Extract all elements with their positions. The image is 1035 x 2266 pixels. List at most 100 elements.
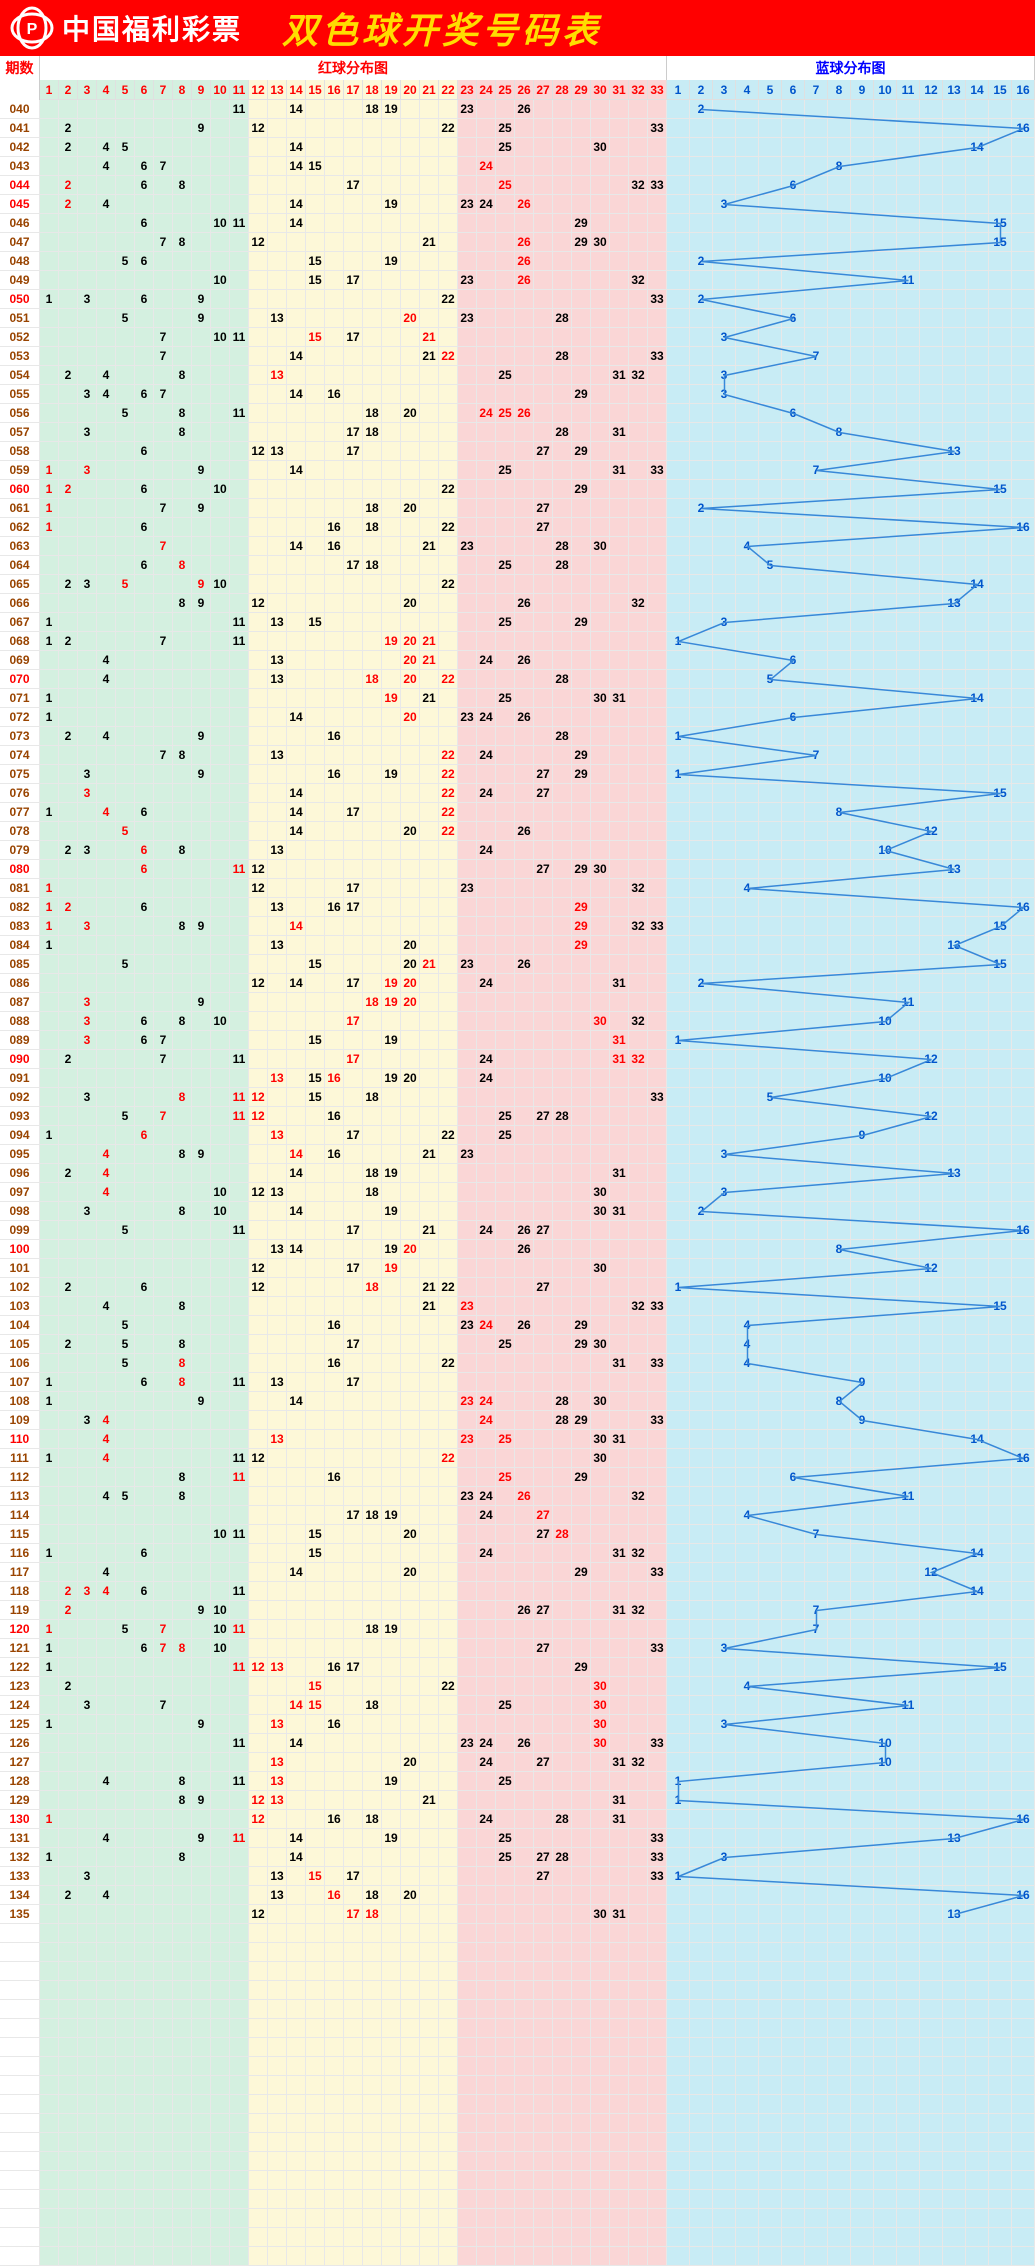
red-cell	[249, 1468, 268, 1487]
blue-cell	[920, 689, 943, 708]
red-cell	[268, 1411, 287, 1430]
red-cell	[97, 765, 116, 784]
blue-cell	[828, 993, 851, 1012]
blue-cell	[966, 1335, 989, 1354]
red-cell	[78, 1487, 97, 1506]
blue-cell: 13	[943, 1829, 966, 1848]
empty-row	[0, 2000, 1035, 2019]
red-cell	[420, 936, 439, 955]
blue-cell	[805, 1221, 828, 1240]
blue-cell	[690, 1297, 713, 1316]
draw-row: 0711192125303114	[0, 689, 1035, 708]
red-cell	[192, 404, 211, 423]
period-cell: 112	[0, 1468, 40, 1487]
empty-period	[0, 2095, 40, 2114]
draw-row: 05534671416293	[0, 385, 1035, 404]
red-cell	[401, 1183, 420, 1202]
red-cell: 7	[154, 1050, 173, 1069]
red-cell: 13	[268, 1240, 287, 1259]
blue-cell	[874, 1297, 897, 1316]
red-cell	[287, 404, 306, 423]
period-cell: 099	[0, 1221, 40, 1240]
red-cell: 24	[477, 1810, 496, 1829]
red-cell	[135, 1259, 154, 1278]
blue-cell	[736, 955, 759, 974]
red-cell	[230, 1316, 249, 1335]
blue-cell	[943, 632, 966, 651]
red-cell	[363, 328, 382, 347]
red-cell	[439, 993, 458, 1012]
red-cell: 13	[268, 1867, 287, 1886]
blue-cell	[667, 556, 690, 575]
blue-cell	[966, 423, 989, 442]
blue-cell	[920, 404, 943, 423]
blue-cell	[667, 860, 690, 879]
blue-cell	[897, 1050, 920, 1069]
red-cell: 12	[249, 879, 268, 898]
red-cell: 33	[648, 1639, 667, 1658]
red-cell	[458, 1107, 477, 1126]
blue-cell	[966, 1829, 989, 1848]
blue-cell	[690, 1601, 713, 1620]
red-cell	[648, 1772, 667, 1791]
draw-row: 1134582324263211	[0, 1487, 1035, 1506]
blue-cell	[805, 290, 828, 309]
red-cell	[344, 1430, 363, 1449]
blue-cell	[851, 974, 874, 993]
blue-cell	[759, 1734, 782, 1753]
red-cell	[382, 347, 401, 366]
blue-cell	[736, 1031, 759, 1050]
red-cell	[211, 803, 230, 822]
blue-cell	[736, 1886, 759, 1905]
red-cell	[496, 879, 515, 898]
red-cell: 28	[553, 727, 572, 746]
red-cell	[458, 575, 477, 594]
red-cell: 2	[59, 1601, 78, 1620]
red-cell	[306, 594, 325, 613]
red-cell	[553, 1373, 572, 1392]
red-cell	[515, 1278, 534, 1297]
red-cell	[420, 1905, 439, 1924]
red-cell	[173, 1829, 192, 1848]
red-cell	[458, 1544, 477, 1563]
red-cell	[97, 1905, 116, 1924]
blue-cell	[690, 1734, 713, 1753]
red-cell	[572, 404, 591, 423]
red-cell	[287, 993, 306, 1012]
red-cell: 28	[553, 1411, 572, 1430]
red-cell	[287, 1126, 306, 1145]
red-cell	[382, 1088, 401, 1107]
red-cell: 2	[59, 632, 78, 651]
blue-cell	[966, 708, 989, 727]
red-cell	[192, 670, 211, 689]
red-cell	[610, 594, 629, 613]
red-cell	[610, 727, 629, 746]
red-cell	[78, 955, 97, 974]
blue-cell	[966, 1012, 989, 1031]
red-cell: 22	[439, 1354, 458, 1373]
blue-cell	[851, 613, 874, 632]
red-cell	[325, 1088, 344, 1107]
red-cell	[116, 1582, 135, 1601]
red-cell: 22	[439, 1677, 458, 1696]
blue-cell	[805, 1658, 828, 1677]
red-cell	[40, 537, 59, 556]
red-cell	[97, 100, 116, 119]
blue-cell	[897, 670, 920, 689]
red-cell	[78, 879, 97, 898]
red-cell: 30	[591, 1715, 610, 1734]
red-cell	[382, 917, 401, 936]
red-cell	[154, 575, 173, 594]
red-cell	[439, 1240, 458, 1259]
red-cell	[135, 727, 154, 746]
red-cell	[268, 1278, 287, 1297]
red-cell	[420, 499, 439, 518]
red-cell	[553, 1867, 572, 1886]
red-cell: 19	[382, 1620, 401, 1639]
red-cell	[363, 708, 382, 727]
red-cell	[629, 1107, 648, 1126]
empty-row	[0, 1962, 1035, 1981]
blue-cell	[874, 1145, 897, 1164]
blue-cell	[943, 689, 966, 708]
red-cell	[306, 100, 325, 119]
